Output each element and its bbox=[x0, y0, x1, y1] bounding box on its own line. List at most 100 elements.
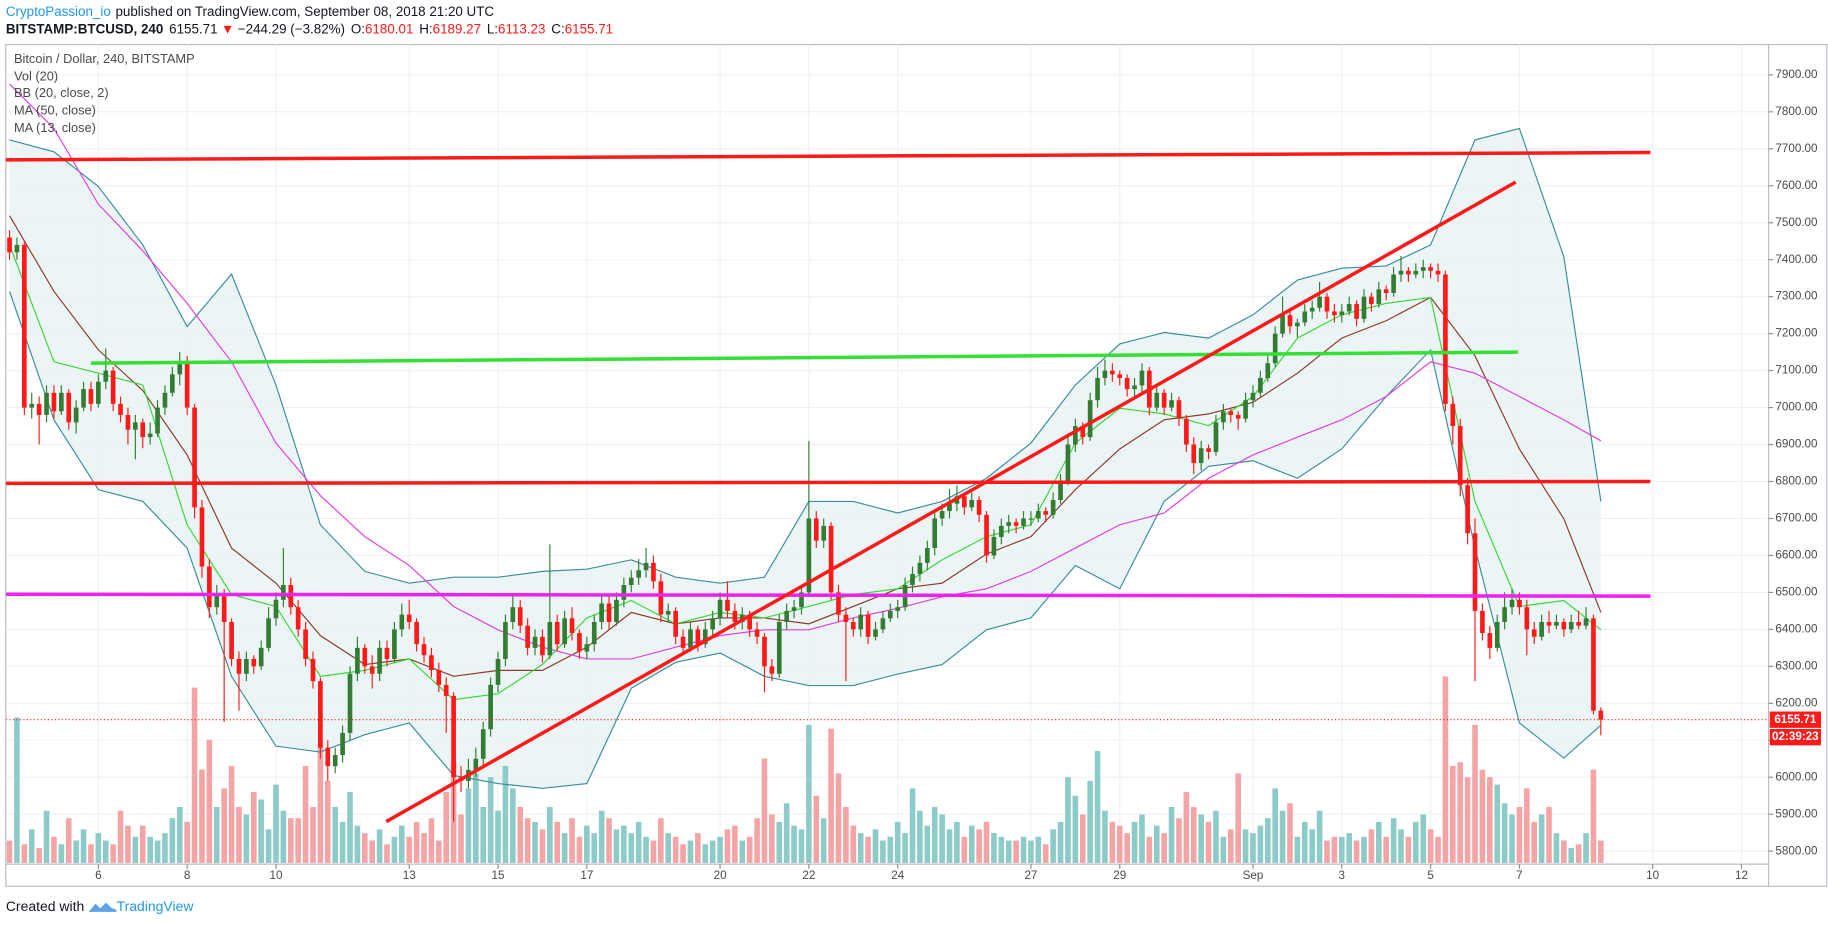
candle-body bbox=[295, 607, 301, 630]
volume-bar bbox=[1005, 840, 1012, 863]
y-tick-label: 7600.00 bbox=[1775, 179, 1818, 192]
volume-bar bbox=[1316, 810, 1323, 863]
volume-bar bbox=[665, 833, 672, 863]
volume-bar bbox=[687, 840, 694, 863]
volume-bar bbox=[584, 825, 590, 863]
candle-body bbox=[821, 525, 827, 541]
volume-bar bbox=[295, 818, 301, 863]
volume-bar bbox=[369, 840, 375, 863]
candle-body bbox=[1568, 621, 1574, 630]
y-tick-label: 6500.00 bbox=[1775, 585, 1818, 598]
volume-bar bbox=[1116, 825, 1123, 863]
last-price: 6155.71 bbox=[169, 21, 217, 36]
candle-body bbox=[1213, 422, 1219, 452]
volume-bar bbox=[976, 829, 982, 863]
bb-basis bbox=[9, 215, 1602, 677]
candle-body bbox=[628, 577, 634, 586]
volume-bar bbox=[1072, 795, 1079, 863]
volume-bar bbox=[1139, 814, 1145, 863]
candle-body bbox=[813, 518, 819, 541]
high-label: H: bbox=[419, 21, 432, 36]
plot-area bbox=[5, 83, 1768, 863]
volume-bar bbox=[391, 836, 398, 863]
published-text: published on TradingView.com, September … bbox=[115, 3, 494, 18]
volume-bar bbox=[1205, 821, 1212, 863]
volume-bar bbox=[843, 806, 849, 863]
volume-bar bbox=[1561, 840, 1567, 863]
candle-body bbox=[1598, 710, 1604, 720]
volume-bar bbox=[317, 743, 324, 863]
candle-body bbox=[1243, 400, 1248, 419]
candle-body bbox=[584, 644, 590, 652]
volume-bar bbox=[169, 818, 176, 863]
candle-body bbox=[1154, 392, 1160, 408]
volume-bar bbox=[21, 844, 28, 863]
candle-body bbox=[1420, 267, 1426, 271]
candle-body bbox=[651, 562, 656, 582]
tradingview-logo[interactable] bbox=[88, 902, 117, 912]
volume-bar bbox=[621, 825, 627, 863]
volume-bar bbox=[1464, 777, 1471, 863]
candle-body bbox=[340, 732, 345, 756]
candle-body bbox=[1391, 274, 1396, 293]
volume-bar bbox=[561, 833, 568, 863]
volume-bar bbox=[280, 810, 287, 863]
candle-body bbox=[895, 607, 901, 611]
last-price-label: 6155.71 bbox=[1774, 713, 1817, 726]
candle-body bbox=[81, 389, 86, 408]
candle-body bbox=[1043, 511, 1049, 515]
volume-bar bbox=[613, 829, 620, 863]
volume-bar bbox=[887, 836, 894, 863]
volume-bar bbox=[125, 825, 131, 863]
volume-bar bbox=[754, 818, 760, 863]
drawn-line bbox=[385, 180, 1517, 824]
volume-bar bbox=[436, 840, 442, 863]
volume-bar bbox=[58, 844, 65, 863]
volume-bar bbox=[658, 818, 664, 863]
candle-body bbox=[1346, 304, 1352, 312]
low-value: 6113.23 bbox=[498, 21, 545, 36]
candle-body bbox=[236, 658, 242, 674]
x-tick-label: 24 bbox=[891, 869, 904, 882]
candle-body bbox=[969, 499, 975, 508]
candle-body bbox=[207, 566, 212, 608]
candle-body bbox=[281, 585, 286, 600]
legend-item: BB (20, close, 2) bbox=[14, 85, 109, 100]
volume-bar bbox=[28, 829, 35, 863]
volume-bar bbox=[139, 825, 146, 863]
volume-bar bbox=[473, 773, 479, 863]
candle-body bbox=[998, 525, 1004, 537]
candle-body bbox=[1354, 304, 1359, 319]
footer-brand-link[interactable]: TradingView bbox=[117, 898, 195, 914]
volume-bar bbox=[199, 769, 205, 863]
volume-bar bbox=[332, 806, 338, 863]
candle-body bbox=[429, 655, 434, 671]
candle-body bbox=[976, 499, 982, 515]
candle-body bbox=[1339, 311, 1345, 316]
candle-body bbox=[658, 581, 664, 615]
volume-bar bbox=[354, 825, 361, 863]
volume-bar bbox=[1405, 836, 1412, 863]
volume-bar bbox=[502, 765, 509, 863]
volume-bar bbox=[539, 829, 546, 863]
candle-body bbox=[244, 658, 249, 674]
volume-bar bbox=[857, 833, 864, 863]
volume-bar bbox=[1131, 821, 1138, 863]
candle-body bbox=[939, 511, 945, 519]
candle-body bbox=[1250, 392, 1256, 401]
candle-body bbox=[162, 392, 168, 408]
candle-body bbox=[1317, 296, 1322, 308]
candle-body bbox=[1376, 289, 1382, 305]
candle-body bbox=[754, 629, 760, 637]
candle-body bbox=[1198, 448, 1204, 464]
candle-body bbox=[140, 422, 146, 438]
volume-bar bbox=[650, 840, 657, 863]
volume-bar bbox=[428, 818, 435, 863]
candle-body bbox=[1561, 621, 1567, 630]
author-link[interactable]: CryptoPassion_io bbox=[6, 3, 111, 18]
candle-body bbox=[88, 389, 94, 404]
volume-bar bbox=[1176, 818, 1182, 863]
candle-body bbox=[1428, 267, 1433, 271]
candle-body bbox=[1472, 533, 1478, 611]
y-tick-label: 6000.00 bbox=[1775, 770, 1818, 783]
